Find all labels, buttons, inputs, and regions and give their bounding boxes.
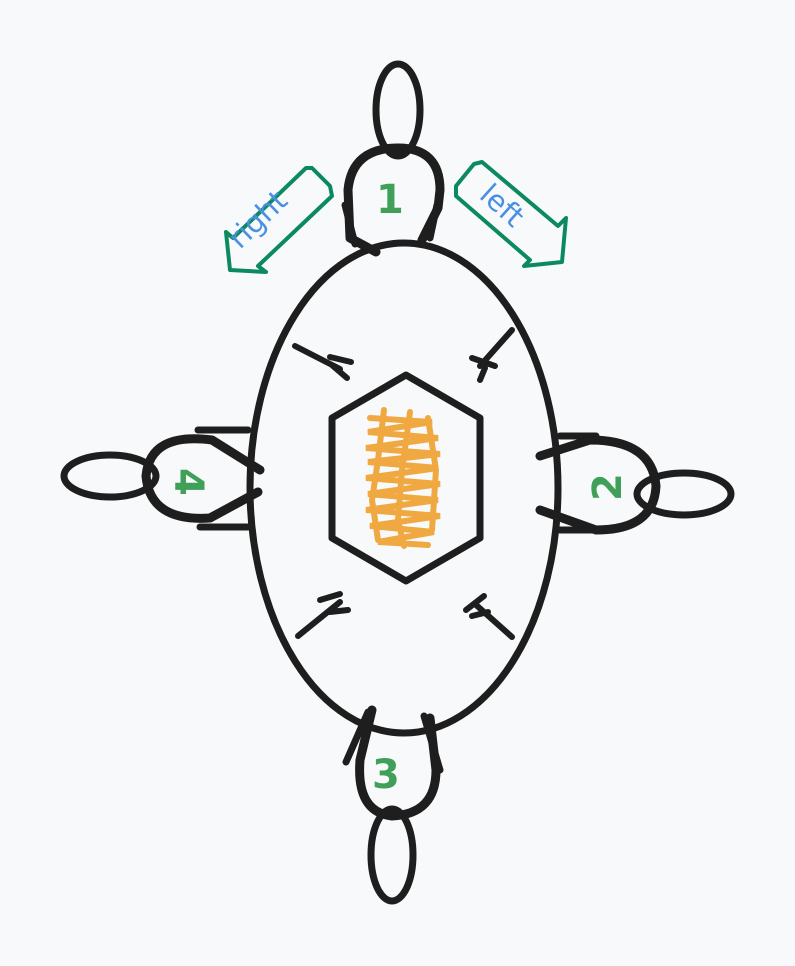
person-head-4 — [60, 451, 160, 501]
arrow-left: left — [454, 160, 568, 268]
person-head-3 — [367, 805, 417, 905]
seat-4: 4 — [60, 426, 265, 531]
seat-number-1: 1 — [376, 177, 404, 223]
fork-bottom-left — [295, 591, 351, 639]
chair-4 — [141, 434, 265, 523]
seat-3: 3 — [342, 705, 444, 905]
fork-top-right — [469, 327, 515, 383]
chair-2 — [535, 435, 661, 535]
fork-bottom-right — [463, 593, 515, 640]
person-head-1 — [372, 60, 424, 160]
chair-3 — [355, 705, 441, 821]
arrow-left-shape — [454, 160, 568, 268]
fork-top-left — [292, 343, 354, 381]
seat-number-3: 3 — [372, 752, 400, 798]
arrow-right-shape — [224, 166, 334, 274]
food — [365, 407, 441, 549]
arrow-right: right — [221, 166, 334, 274]
seat-number-4: 4 — [165, 468, 211, 496]
table — [246, 239, 562, 737]
chair-1 — [343, 143, 445, 257]
seat-number-2: 2 — [585, 473, 631, 501]
person-head-2 — [633, 469, 735, 519]
seat-2: 2 — [535, 432, 735, 535]
arrow-left-label: left — [473, 177, 531, 234]
seat-1: 1 — [341, 60, 445, 257]
center-plate — [328, 371, 484, 585]
